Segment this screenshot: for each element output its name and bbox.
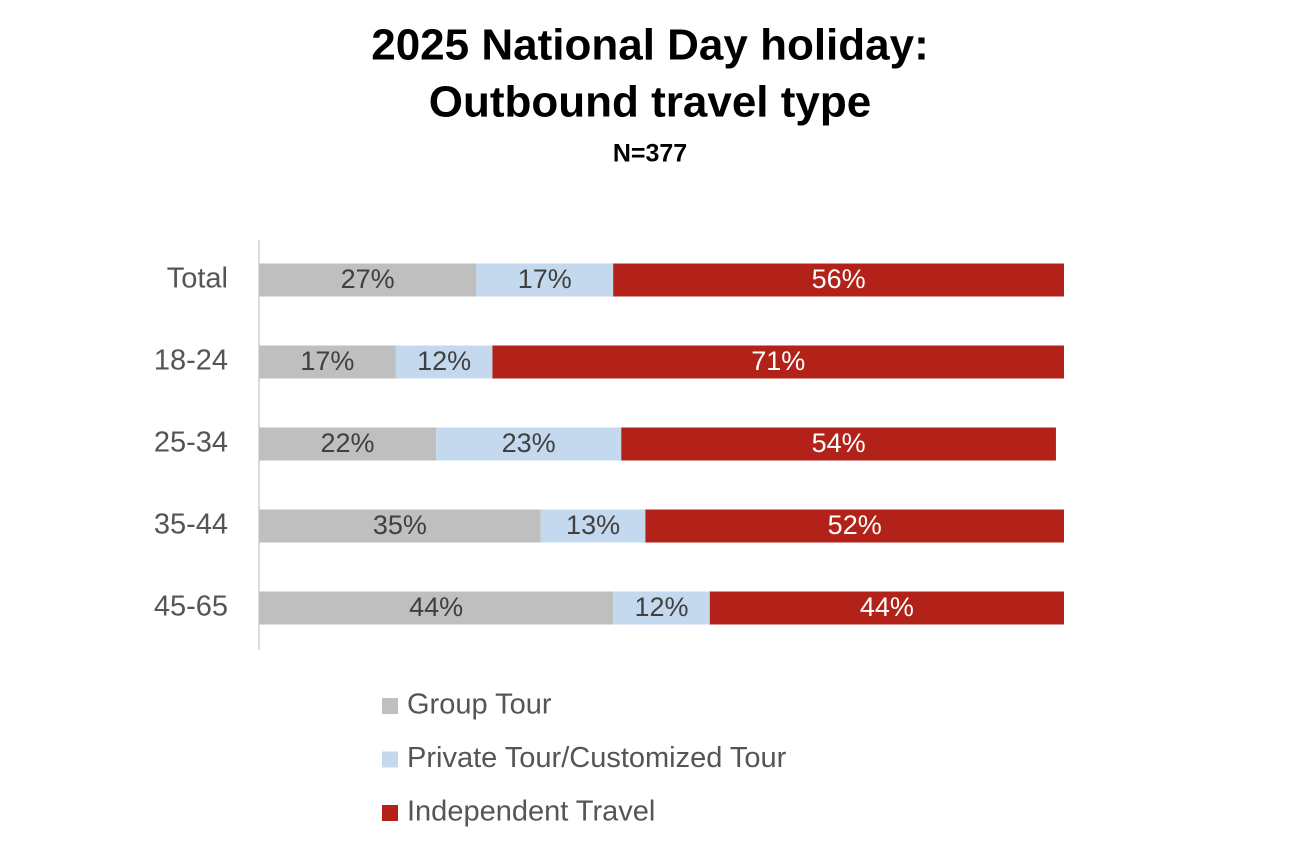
legend-label: Independent Travel [407,796,655,828]
bar-segment [259,263,477,297]
data-label: 17% [300,346,354,376]
legend-swatch [382,751,398,768]
y-tick-label: Total [167,263,228,295]
data-label: 56% [812,264,866,294]
legend-label: Private Tour/Customized Tour [407,742,787,774]
data-label: 17% [518,264,572,294]
chart-title: Outbound travel type [429,78,871,127]
data-label: 13% [566,510,620,540]
data-label: 12% [634,592,688,622]
bar-segment [621,427,1056,461]
data-label: 12% [417,346,471,376]
y-tick-label: 25-34 [154,427,228,459]
legend-swatch [382,805,398,821]
bar-segment [395,345,493,379]
bar-segment [259,345,396,379]
y-tick-label: 45-65 [154,591,228,623]
bar-segment [476,263,614,297]
bar-segment [259,509,541,543]
data-label: 23% [502,428,556,458]
data-label: 22% [321,428,375,458]
legend-label: Group Tour [407,689,552,721]
data-label: 27% [341,264,395,294]
data-label: 71% [751,346,805,376]
bar-segment [259,591,614,625]
bar-segment [613,263,1064,297]
data-label: 44% [860,592,914,622]
legend-swatch [382,698,398,714]
y-tick-label: 35-44 [154,509,228,541]
bar-segment [613,591,710,625]
chart-subtitle: N=377 [613,140,687,168]
bar-segment [709,591,1064,625]
bar-segment [540,509,646,543]
y-tick-label: 18-24 [154,345,228,377]
bar-segment [492,345,1064,379]
bar-segment [436,427,622,461]
bar-segment [645,509,1064,543]
data-label: 35% [373,510,427,540]
chart-title: 2025 National Day holiday: [371,21,929,70]
data-label: 52% [828,510,882,540]
data-label: 44% [409,592,463,622]
data-label: 54% [812,428,866,458]
bar-segment [259,427,437,461]
